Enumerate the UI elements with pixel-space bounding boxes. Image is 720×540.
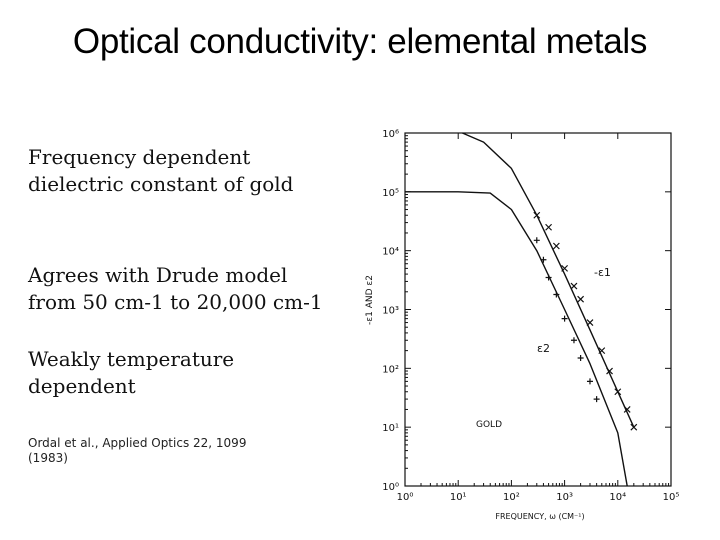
y-tick-label: 10³ <box>382 306 399 317</box>
bullet-line: from 50 cm-1 to 20,000 cm-1 <box>28 290 323 314</box>
eps2-data-point <box>586 378 593 385</box>
eps1-data-point <box>598 347 606 355</box>
x-tick-label: 10¹ <box>450 492 467 503</box>
citation: Ordal et al., Applied Optics 22, 1099 (1… <box>28 436 246 466</box>
y-tick-label: 10¹ <box>382 423 399 434</box>
plot-points <box>533 211 638 431</box>
bullet-temperature: Weakly temperature dependent <box>28 346 234 400</box>
eps2-annotation: ε2 <box>537 342 550 355</box>
eps2-data-point <box>593 396 600 403</box>
plot-frame <box>404 132 672 487</box>
eps1-data-point <box>577 295 585 303</box>
bullet-line: dependent <box>28 374 136 398</box>
eps2-data-point <box>570 337 577 344</box>
eps1-data-point <box>606 367 613 375</box>
bullet-drude-agreement: Agrees with Drude model from 50 cm-1 to … <box>28 262 323 316</box>
x-tick-label: 10⁵ <box>663 492 680 503</box>
x-tick-label: 10² <box>503 492 520 503</box>
gold-annotation: GOLD <box>476 420 502 430</box>
eps1-data-point <box>586 319 594 326</box>
slide-title: Optical conductivity: elemental metals <box>72 22 648 61</box>
y-tick-label: 10⁰ <box>382 482 399 493</box>
eps1-data-point <box>545 223 553 231</box>
citation-line: Ordal et al., Applied Optics 22, 1099 <box>28 436 247 450</box>
eps1-drude-curve <box>462 132 635 428</box>
eps1-data-point <box>552 242 560 250</box>
bullet-line: Agrees with Drude model <box>28 263 288 287</box>
bullet-frequency-dependent: Frequency dependent dielectric constant … <box>28 144 294 198</box>
eps2-data-point <box>533 237 540 244</box>
eps2-data-point <box>553 291 560 298</box>
eps2-data-point <box>561 315 568 322</box>
eps1-data-point <box>570 282 578 290</box>
bullet-line: dielectric constant of gold <box>28 172 294 196</box>
citation-line: (1983) <box>28 451 68 465</box>
y-tick-label: 10² <box>382 364 399 375</box>
eps1-data-point <box>533 211 541 219</box>
plot-axes <box>404 132 672 487</box>
x-axis-label: FREQUENCY, ω (CM⁻¹) <box>495 512 584 521</box>
x-tick-label: 10⁴ <box>609 492 626 503</box>
y-axis-label: -ε1 AND ε2 <box>365 275 375 325</box>
eps1-data-point <box>614 388 622 396</box>
eps1-data-point <box>623 406 631 413</box>
eps1-data-point <box>630 423 638 431</box>
eps2-data-point <box>545 274 552 281</box>
eps2-data-point <box>540 256 547 263</box>
y-tick-label: 10⁴ <box>382 247 399 258</box>
x-tick-label: 10³ <box>556 492 573 503</box>
bullet-line: Weakly temperature <box>28 347 235 371</box>
bullet-line: Frequency dependent <box>28 145 251 169</box>
y-tick-label: 10⁵ <box>382 188 399 199</box>
eps1-data-point <box>561 264 569 272</box>
eps2-data-point <box>577 354 584 361</box>
eps1-annotation: -ε1 <box>594 266 611 279</box>
x-tick-label: 10⁰ <box>397 492 414 503</box>
plot-curves <box>405 132 635 487</box>
y-tick-label: 10⁶ <box>382 129 399 140</box>
eps2-drude-curve <box>405 191 628 487</box>
plot-labels: 10⁰ 10¹ 10² 10³ 10⁴ 10⁵ 10⁰ 10¹ 10² 10³ 10⁴ 10⁵ 10⁶ F… <box>365 129 679 521</box>
